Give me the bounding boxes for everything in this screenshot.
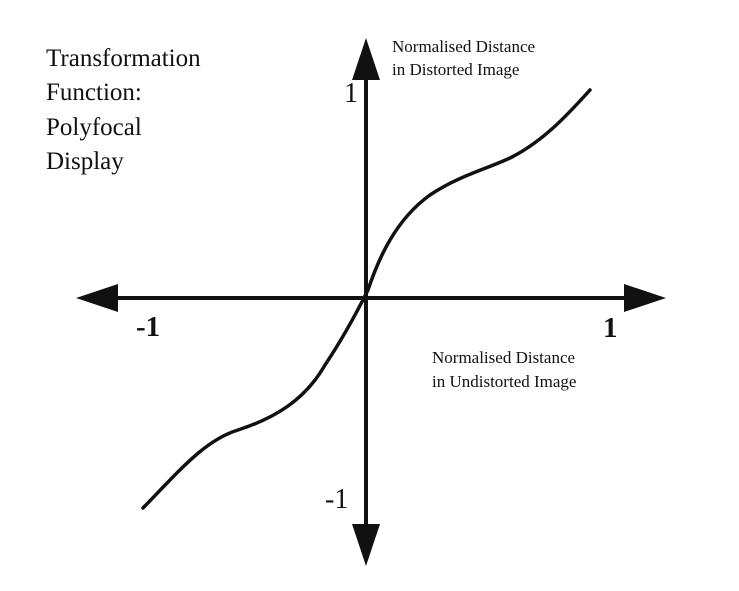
x-tick-right-label: 1: [603, 312, 618, 344]
x-axis-label: Normalised Distance in Undistorted Image: [432, 348, 576, 391]
y-axis-label-line-2: in Distorted Image: [392, 60, 519, 79]
x-tick-left-label: -1: [136, 311, 160, 343]
x-axis-label-line-2: in Undistorted Image: [432, 372, 576, 391]
title-line-3: Polyfocal: [46, 114, 142, 141]
y-axis-top-arrowhead: [352, 38, 380, 80]
y-tick-bottom-label: -1: [325, 484, 348, 515]
y-axis: [352, 38, 380, 566]
x-axis-label-line-1: Normalised Distance: [432, 348, 575, 367]
y-axis-bottom-arrowhead: [352, 524, 380, 566]
x-axis-left-arrowhead: [76, 284, 118, 312]
y-axis-label: Normalised Distance in Distorted Image: [392, 37, 535, 79]
title-line-2: Function:: [46, 79, 142, 106]
figure-title: Transformation Function: Polyfocal Displ…: [46, 45, 201, 175]
y-axis-label-line-1: Normalised Distance: [392, 37, 535, 56]
x-axis: [76, 284, 666, 312]
transformation-curve: [141, 88, 592, 510]
title-line-4: Display: [46, 148, 124, 175]
title-line-1: Transformation: [46, 45, 201, 72]
x-axis-right-arrowhead: [624, 284, 666, 312]
y-tick-top-label: 1: [344, 78, 358, 109]
